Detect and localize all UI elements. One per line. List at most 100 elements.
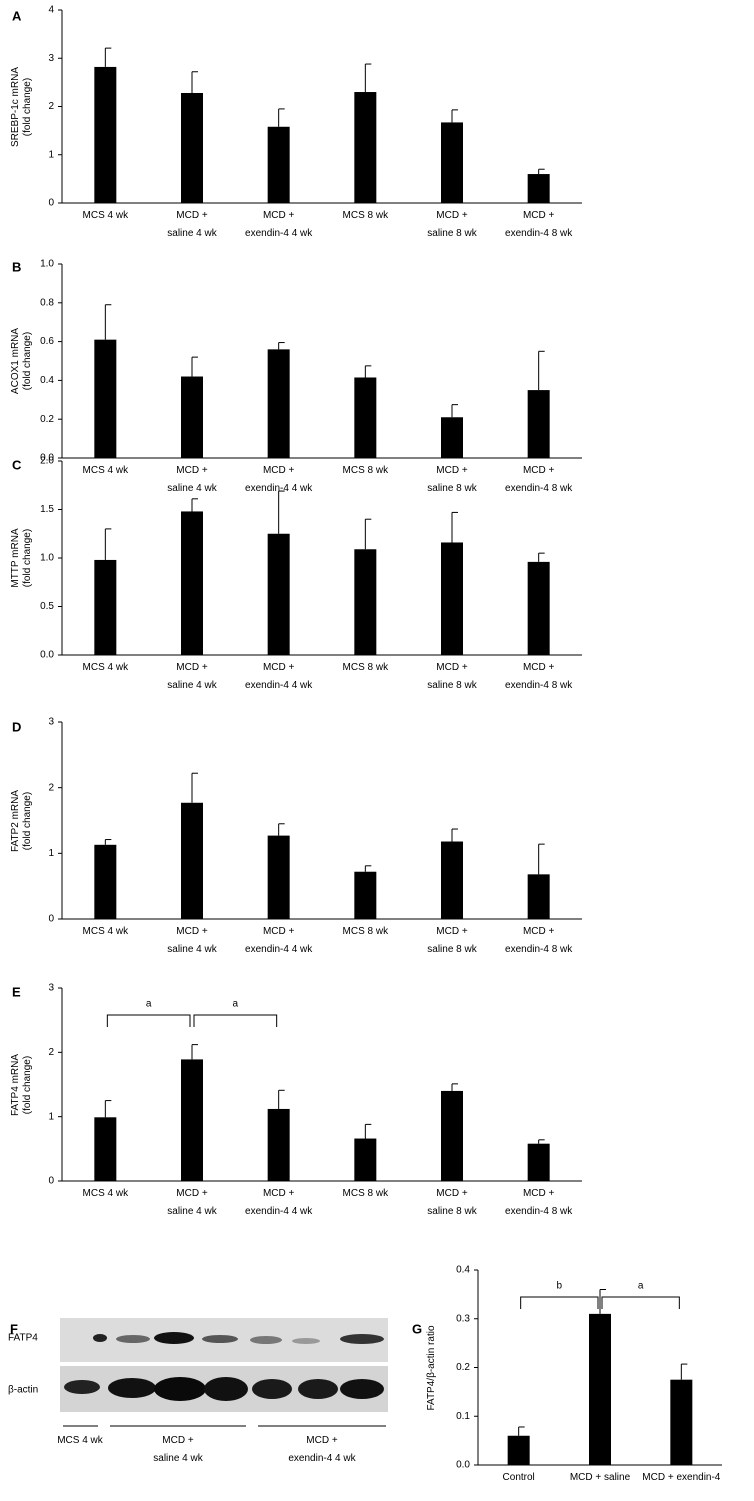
y-tick-label: 0.4 [456,1265,470,1276]
y-tick-label: 0.6 [40,336,54,347]
panel-letter: C [12,457,22,472]
y-tick-label: 1 [48,1111,54,1122]
bar [670,1379,693,1465]
blot-group-label: MCD + saline 4 wk [153,1435,203,1464]
x-tick-label: MCD + exendin-4 8 wk [505,1188,573,1217]
x-tick-label: MCS 4 wk [82,465,129,476]
y-tick-label: 0.3 [456,1313,470,1324]
y-tick-label: 0.1 [456,1411,470,1422]
blot-band [93,1334,107,1342]
panel-letter: A [12,8,22,23]
y-tick-label: 1.0 [40,259,54,270]
y-tick-label: 0.2 [40,414,54,425]
panel-letter: F [10,1321,18,1336]
x-tick-label: MCS 8 wk [342,465,389,476]
x-tick-label: MCD + exendin-4 4 wk [245,465,313,494]
bar [354,871,377,919]
blot-band [298,1379,338,1399]
x-tick-label: MCD + saline 4 wk [167,662,217,691]
bar [441,841,463,919]
y-axis-label: SREBP-1c mRNA (fold change) [10,66,33,147]
blot-band [202,1335,238,1343]
bar [267,349,290,458]
x-tick-label: MCS 8 wk [342,1188,389,1199]
y-tick-label: 0.8 [40,297,54,308]
bar [354,1138,377,1181]
bar [267,1108,290,1181]
bar [181,511,203,655]
y-axis-label: FATP2 mRNA (fold change) [10,789,33,852]
y-tick-label: 2 [48,1047,54,1058]
x-tick-label: Control [502,1472,535,1483]
y-tick-label: 3 [48,717,54,728]
western-blot: F FATP4 β-actin [8,1318,388,1427]
y-axis-label: MTTP mRNA (fold change) [10,528,33,588]
bar [94,339,117,458]
blot-band [340,1379,384,1399]
significance-bracket [106,1014,191,1027]
x-tick-label: MCD + saline 8 wk [427,926,477,955]
bar [441,1090,463,1181]
bar [181,376,203,458]
y-tick-label: 0.0 [40,453,54,464]
bar [94,66,117,203]
blot-group-label: MCD + exendin-4 4 wk [288,1435,356,1464]
blot-band [108,1378,156,1398]
y-tick-label: 2 [48,782,54,793]
bar [94,844,117,919]
y-tick-label: 0.5 [40,601,54,612]
significance-label: b [557,1281,563,1292]
x-tick-label: MCS 4 wk [82,662,129,673]
x-tick-label: MCD + exendin-4 8 wk [505,926,573,955]
blot-band [340,1334,384,1344]
bar [354,377,377,458]
x-tick-label: MCD + saline 4 wk [167,1188,217,1217]
x-tick-label: MCD + saline 8 wk [427,465,477,494]
y-tick-label: 1 [48,848,54,859]
bar [441,417,463,458]
blot-band [64,1380,100,1394]
bar [267,533,290,655]
panel-letter: E [12,984,21,999]
significance-label: a [146,999,152,1010]
y-tick-label: 0.0 [456,1460,470,1471]
blot-band [154,1377,206,1401]
bar [181,92,203,203]
bar [527,390,550,458]
x-tick-label: MCD + saline 4 wk [167,210,217,239]
bar [354,549,377,655]
blot-band [154,1332,194,1344]
blot-band [292,1338,320,1344]
significance-label: a [233,999,239,1010]
x-tick-label: MCD + exendin-4 8 wk [505,662,573,691]
y-tick-label: 0 [48,1176,54,1187]
blot-band [116,1335,150,1343]
significance-bracket [520,1296,599,1309]
bar [94,559,117,655]
x-tick-label: MCD + exendin-4 [642,1472,721,1483]
y-axis-label: ACOX1 mRNA (fold change) [10,327,33,395]
panel-letter: B [12,259,21,274]
y-tick-label: 0 [48,198,54,209]
y-axis-label: FATP4 mRNA (fold change) [10,1053,33,1116]
x-tick-label: MCS 8 wk [342,926,389,937]
bar [527,874,550,919]
y-tick-label: 0 [48,914,54,925]
blot-band [250,1336,282,1344]
x-tick-label: MCS 4 wk [82,926,129,937]
bar [267,835,290,919]
x-tick-label: MCD + saline 4 wk [167,465,217,494]
y-tick-label: 3 [48,983,54,994]
y-tick-label: 0.0 [40,650,54,661]
significance-bracket [193,1014,278,1027]
bar [527,1143,550,1181]
blot-band [252,1379,292,1399]
bar [589,1313,611,1465]
significance-bracket [601,1296,680,1309]
blot-band [204,1377,248,1401]
x-tick-label: MCS 4 wk [82,210,129,221]
blot-group-label: MCS 4 wk [57,1435,103,1446]
panel-letter: D [12,719,21,734]
